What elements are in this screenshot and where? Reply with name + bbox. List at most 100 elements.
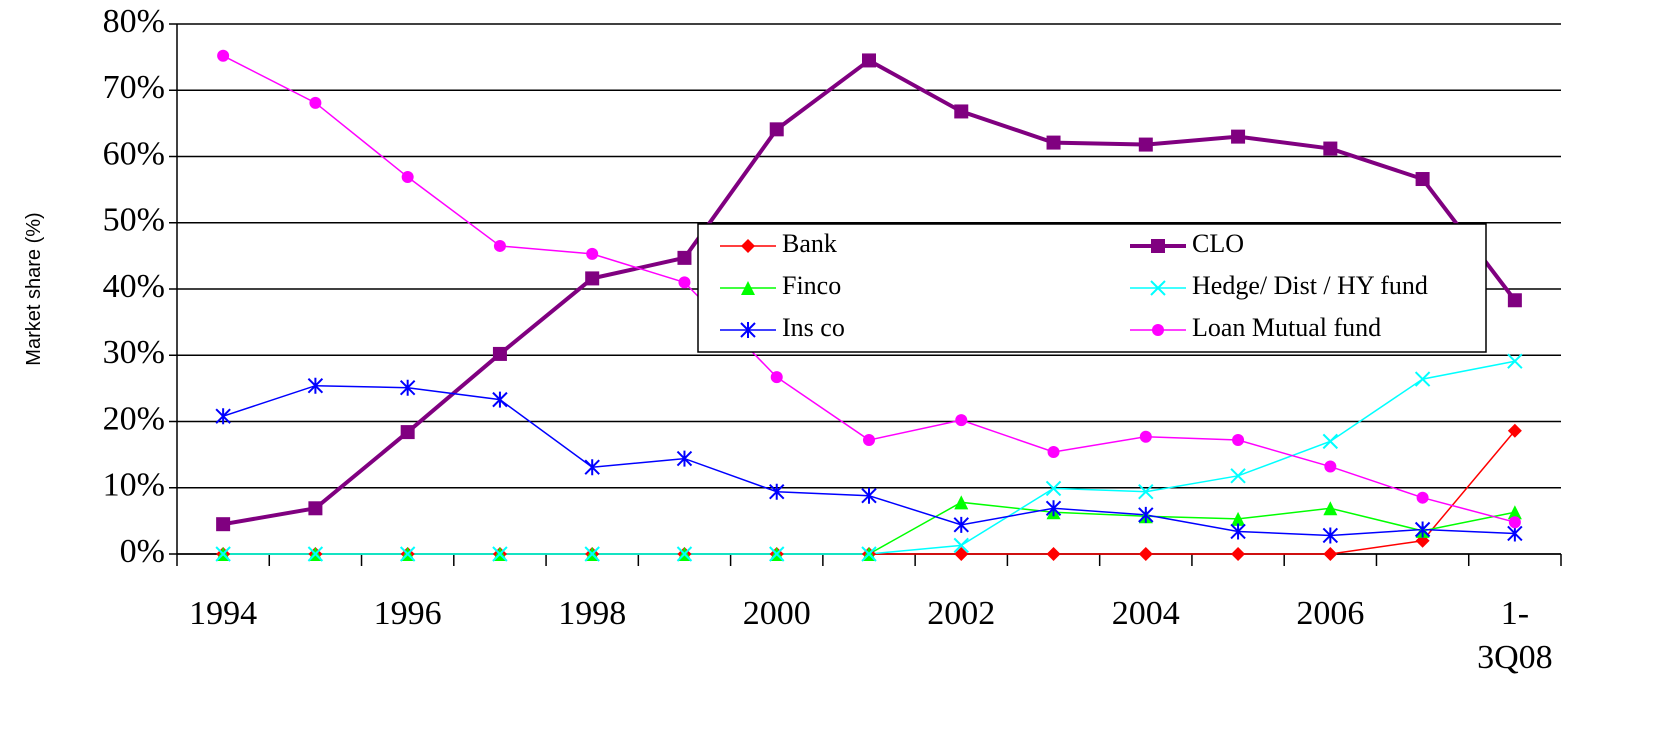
marker	[1507, 353, 1523, 369]
marker	[1230, 468, 1246, 484]
marker	[215, 408, 231, 425]
x-tick-label: 2000	[742, 595, 811, 632]
marker	[1046, 135, 1061, 150]
marker	[215, 546, 231, 562]
y-tick-label: 60%	[103, 135, 165, 172]
legend-label: Ins co	[782, 313, 845, 342]
marker	[585, 271, 600, 286]
marker	[955, 414, 968, 427]
y-tick-label: 0%	[120, 533, 165, 570]
marker	[584, 546, 600, 562]
x-tick-label: 2002	[927, 595, 996, 632]
marker	[1323, 547, 1338, 561]
y-tick-label: 20%	[103, 400, 165, 437]
marker	[492, 346, 507, 361]
marker	[399, 379, 416, 396]
legend-label: Hedge/ Dist / HY fund	[1192, 271, 1428, 300]
marker	[1045, 500, 1062, 517]
marker	[1047, 445, 1060, 458]
marker	[1230, 523, 1246, 540]
marker	[1231, 129, 1246, 144]
marker	[1138, 484, 1154, 500]
marker	[399, 546, 416, 562]
marker	[307, 377, 324, 394]
marker	[678, 276, 691, 289]
marker	[1507, 423, 1522, 438]
marker	[1045, 480, 1062, 497]
legend-label: CLO	[1192, 229, 1244, 258]
marker	[769, 122, 784, 137]
marker	[493, 239, 506, 252]
x-tick-label: 1998	[558, 595, 627, 632]
marker	[676, 450, 693, 467]
marker	[676, 546, 693, 562]
marker	[216, 517, 231, 532]
marker	[861, 487, 877, 504]
marker	[1046, 547, 1061, 561]
marker	[1507, 293, 1522, 308]
marker	[769, 483, 785, 500]
marker	[492, 391, 508, 408]
marker	[1414, 371, 1431, 387]
legend-label: Finco	[782, 271, 841, 300]
marker	[1232, 434, 1245, 447]
series-line	[223, 360, 1516, 555]
marker	[741, 281, 755, 295]
marker	[401, 171, 414, 184]
marker	[1323, 141, 1338, 156]
marker	[1151, 239, 1165, 253]
series-line	[223, 501, 1516, 555]
marker	[1152, 324, 1164, 336]
marker	[1231, 547, 1246, 561]
marker	[741, 239, 755, 253]
legend-label: Loan Mutual fund	[1192, 313, 1381, 342]
legend-label: Bank	[782, 229, 837, 258]
legend-box	[697, 223, 1487, 353]
marker	[954, 104, 969, 119]
marker	[769, 546, 785, 562]
marker	[307, 546, 324, 562]
x-tick-label: 2006	[1296, 595, 1365, 632]
marker	[1414, 521, 1431, 538]
y-tick-label: 80%	[103, 3, 165, 40]
marker	[954, 495, 969, 510]
marker	[308, 501, 323, 516]
marker	[1138, 547, 1153, 561]
marker	[1322, 433, 1339, 450]
marker	[953, 516, 969, 533]
marker	[1138, 506, 1154, 523]
x-tick-label: 1994	[189, 595, 258, 632]
marker	[1139, 430, 1152, 443]
marker	[1508, 516, 1521, 529]
marker	[492, 546, 508, 562]
y-axis-title: Market share (%)	[23, 212, 45, 365]
marker	[862, 53, 876, 68]
x-tick-label: 1-3Q08	[1477, 595, 1553, 676]
y-tick-label: 70%	[103, 69, 165, 106]
marker	[309, 96, 322, 109]
marker	[677, 250, 692, 265]
marker	[1507, 505, 1522, 520]
marker	[861, 546, 877, 562]
marker	[770, 371, 783, 384]
marker	[1231, 511, 1246, 526]
marker	[954, 547, 969, 561]
y-tick-label: 50%	[103, 202, 165, 239]
x-tick-label: 1996	[373, 595, 442, 632]
marker	[584, 459, 600, 476]
y-tick-label: 40%	[103, 268, 165, 305]
marker	[1138, 137, 1153, 152]
marker	[740, 322, 756, 338]
marker	[1416, 491, 1429, 504]
marker	[1150, 280, 1166, 296]
marker	[586, 247, 599, 260]
marker	[863, 434, 875, 447]
x-tick-label: 2004	[1111, 595, 1180, 632]
series-line	[222, 384, 1515, 537]
marker	[217, 49, 230, 62]
marker	[1415, 172, 1430, 187]
y-tick-label: 30%	[103, 334, 165, 371]
y-tick-label: 10%	[103, 467, 165, 504]
